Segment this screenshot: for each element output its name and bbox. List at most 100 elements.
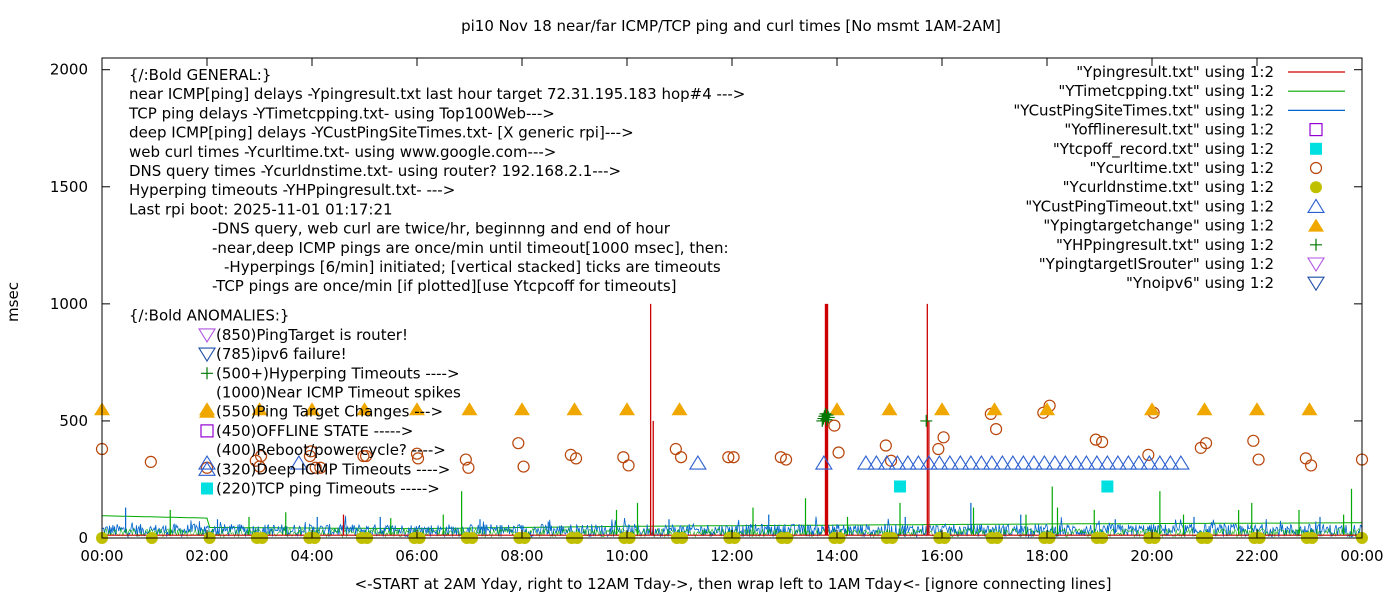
plot-series: [94, 303, 1369, 544]
y-tick-label: 2000: [50, 61, 88, 79]
annotation-general-line: near ICMP[ping] delays -Ypingresult.txt …: [129, 85, 745, 103]
ypingtargetchange-point: [409, 402, 425, 416]
ycustpingtimeout-point: [877, 455, 896, 470]
ycurltime-point: [989, 423, 1003, 436]
ycustpingtimeout-point: [930, 455, 949, 470]
ycustpingtimeout-point: [856, 455, 875, 470]
annotation-general-header: {/:Bold GENERAL:}: [129, 66, 271, 84]
ypingtargetchange-point: [1196, 402, 1213, 416]
ycurltime-point: [309, 461, 322, 474]
yhppingresult-point: [920, 414, 933, 427]
ypingtargetchange-point: [881, 402, 898, 416]
ycustpingtimeout-point: [1161, 455, 1180, 470]
ycurltime-point: [1199, 437, 1213, 450]
annotation-general-line: Hyperping timeouts -YHPpingresult.txt- -…: [129, 181, 455, 199]
ycustpingtimeout-point: [1045, 455, 1064, 470]
ypingtargetchange-point: [619, 402, 635, 416]
legend-entry-marker: [1307, 257, 1325, 273]
y-tick-label: 1000: [50, 295, 88, 313]
legend-entry-marker: [1310, 142, 1322, 155]
y-axis-label: msec: [4, 282, 22, 322]
legend-entry-label: "YpingtargetISrouter" using 1:2: [1039, 255, 1274, 273]
y-tick-label: 0: [78, 529, 88, 547]
legend-entry-label: "Ypingtargetchange" using 1:2: [1043, 217, 1274, 235]
legend-entry-label: "YCustPingTimeout.txt" using 1:2: [1025, 197, 1274, 215]
ypingtargetchange-point: [566, 402, 583, 416]
ycurltime-point: [517, 460, 530, 473]
annotation-note-line: -TCP pings are once/min [if plotted][use…: [212, 277, 677, 295]
legend-entry-marker: [1308, 218, 1324, 232]
ycurltime-point: [1304, 459, 1318, 472]
legend-entry-label: "YTimetcpping.txt" using 1:2: [1058, 82, 1274, 100]
annotation-anomaly-symbol: [199, 404, 215, 418]
annotation-general-line: TCP ping delays -YTimetcpping.txt- using…: [128, 104, 555, 122]
x-tick-label: 22:00: [1235, 547, 1278, 565]
x-tick-label: 02:00: [185, 547, 228, 565]
legend-entry-label: "Ycurldnstime.txt" using 1:2: [1063, 178, 1274, 196]
ypingtargetchange-point: [986, 402, 1003, 416]
ycustpingtimeout-point: [867, 455, 886, 470]
ycustpingtimeout-point: [909, 455, 928, 470]
ypingtargetchange-point: [251, 402, 268, 416]
legend: "Ypingresult.txt" using 1:2"YTimetcpping…: [1013, 63, 1345, 292]
ycustpingtimeout-point: [1098, 455, 1117, 470]
ycurltime-point: [459, 453, 472, 466]
y-tick-label: 1500: [50, 178, 88, 196]
ycurltime-point: [674, 451, 688, 464]
ypingtargetchange-point: [356, 402, 373, 416]
legend-entry-label: "YCustPingSiteTimes.txt" using 1:2: [1013, 101, 1274, 119]
ycustpingtimeout-point: [1003, 455, 1022, 470]
x-tick-label: 12:00: [710, 547, 753, 565]
legend-entry-marker: [1309, 122, 1323, 137]
annotation-anomaly-line: (550)Ping Target Changes --->: [216, 403, 443, 421]
legend-entry-label: "Ynoipv6" using 1:2: [1126, 274, 1274, 292]
ycustpingtimeout-point: [198, 455, 216, 470]
annotation-note-line: -Hyperpings [6/min] initiated; [vertical…: [224, 258, 721, 276]
ycustpingtimeout-point: [688, 455, 707, 470]
ycustpingtimeout-point: [1014, 455, 1033, 470]
ycurltime-point: [462, 461, 475, 474]
ycurltime-point: [727, 451, 740, 464]
ycurltime-point: [1299, 452, 1312, 465]
ycustpingtimeout-point: [1087, 455, 1106, 470]
x-tick-label: 18:00: [1025, 547, 1068, 565]
annotation-anomaly-line: (320)Deep ICMP Timeouts ---->: [216, 460, 450, 478]
ycustpingtimeout-point: [1129, 455, 1148, 470]
x-tick-label: 00:00: [80, 547, 123, 565]
ycurltime-point: [303, 449, 316, 463]
ycurltime-point: [1247, 434, 1260, 447]
x-tick-label: 10:00: [605, 547, 648, 565]
ycurltime-point: [932, 442, 945, 456]
ycurltime-point: [1089, 433, 1102, 446]
ycurltime-point: [937, 431, 950, 444]
annotation-note-line: -DNS query, web curl are twice/hr, begin…: [212, 220, 671, 238]
y-tick-label: 500: [59, 412, 88, 430]
legend-entry-label: "Ytcpoff_record.txt" using 1:2: [1053, 140, 1274, 159]
ypingtargetchange-point: [304, 402, 320, 416]
ycustpingtimeout-point: [898, 455, 917, 470]
ypingtargetchange-point: [934, 402, 950, 416]
legend-entry-marker: [1307, 198, 1325, 213]
annotation-anomaly-line: (220)TCP ping Timeouts ----->: [216, 480, 440, 498]
ypingtargetchange-point: [829, 402, 845, 416]
annotation-general-line: web curl times -Ycurltime.txt- using www…: [129, 143, 556, 161]
ycurltime-point: [617, 451, 630, 464]
ycustpingtimeout-point: [814, 455, 833, 470]
legend-entry-label: "Ypingresult.txt" using 1:2: [1076, 63, 1274, 81]
ycurltime-point: [879, 439, 892, 452]
ycustpingtimeout-point: [1119, 455, 1138, 470]
ycurltime-point: [828, 419, 841, 432]
legend-entry-marker: [1309, 161, 1323, 175]
ycustpingtimeout-point: [1066, 455, 1085, 470]
ycurltime-point: [1096, 435, 1109, 449]
x-tick-label: 20:00: [1130, 547, 1173, 565]
ycurltime-point: [722, 451, 735, 464]
annotation-note-line: -near,deep ICMP pings are once/min until…: [212, 239, 729, 257]
annotation-anomaly-line: (400)Reboot/powercycle? ---->: [216, 441, 446, 459]
ypingtargetchange-point: [1144, 402, 1160, 416]
ycurltime-point: [569, 452, 583, 465]
ycustpingtimeout-point: [993, 455, 1012, 470]
x-tick-label: 08:00: [500, 547, 543, 565]
axes: 00:00 02:00 04:00 06:00 08:00 10:00 12:00 14:00…: [50, 57, 1384, 565]
